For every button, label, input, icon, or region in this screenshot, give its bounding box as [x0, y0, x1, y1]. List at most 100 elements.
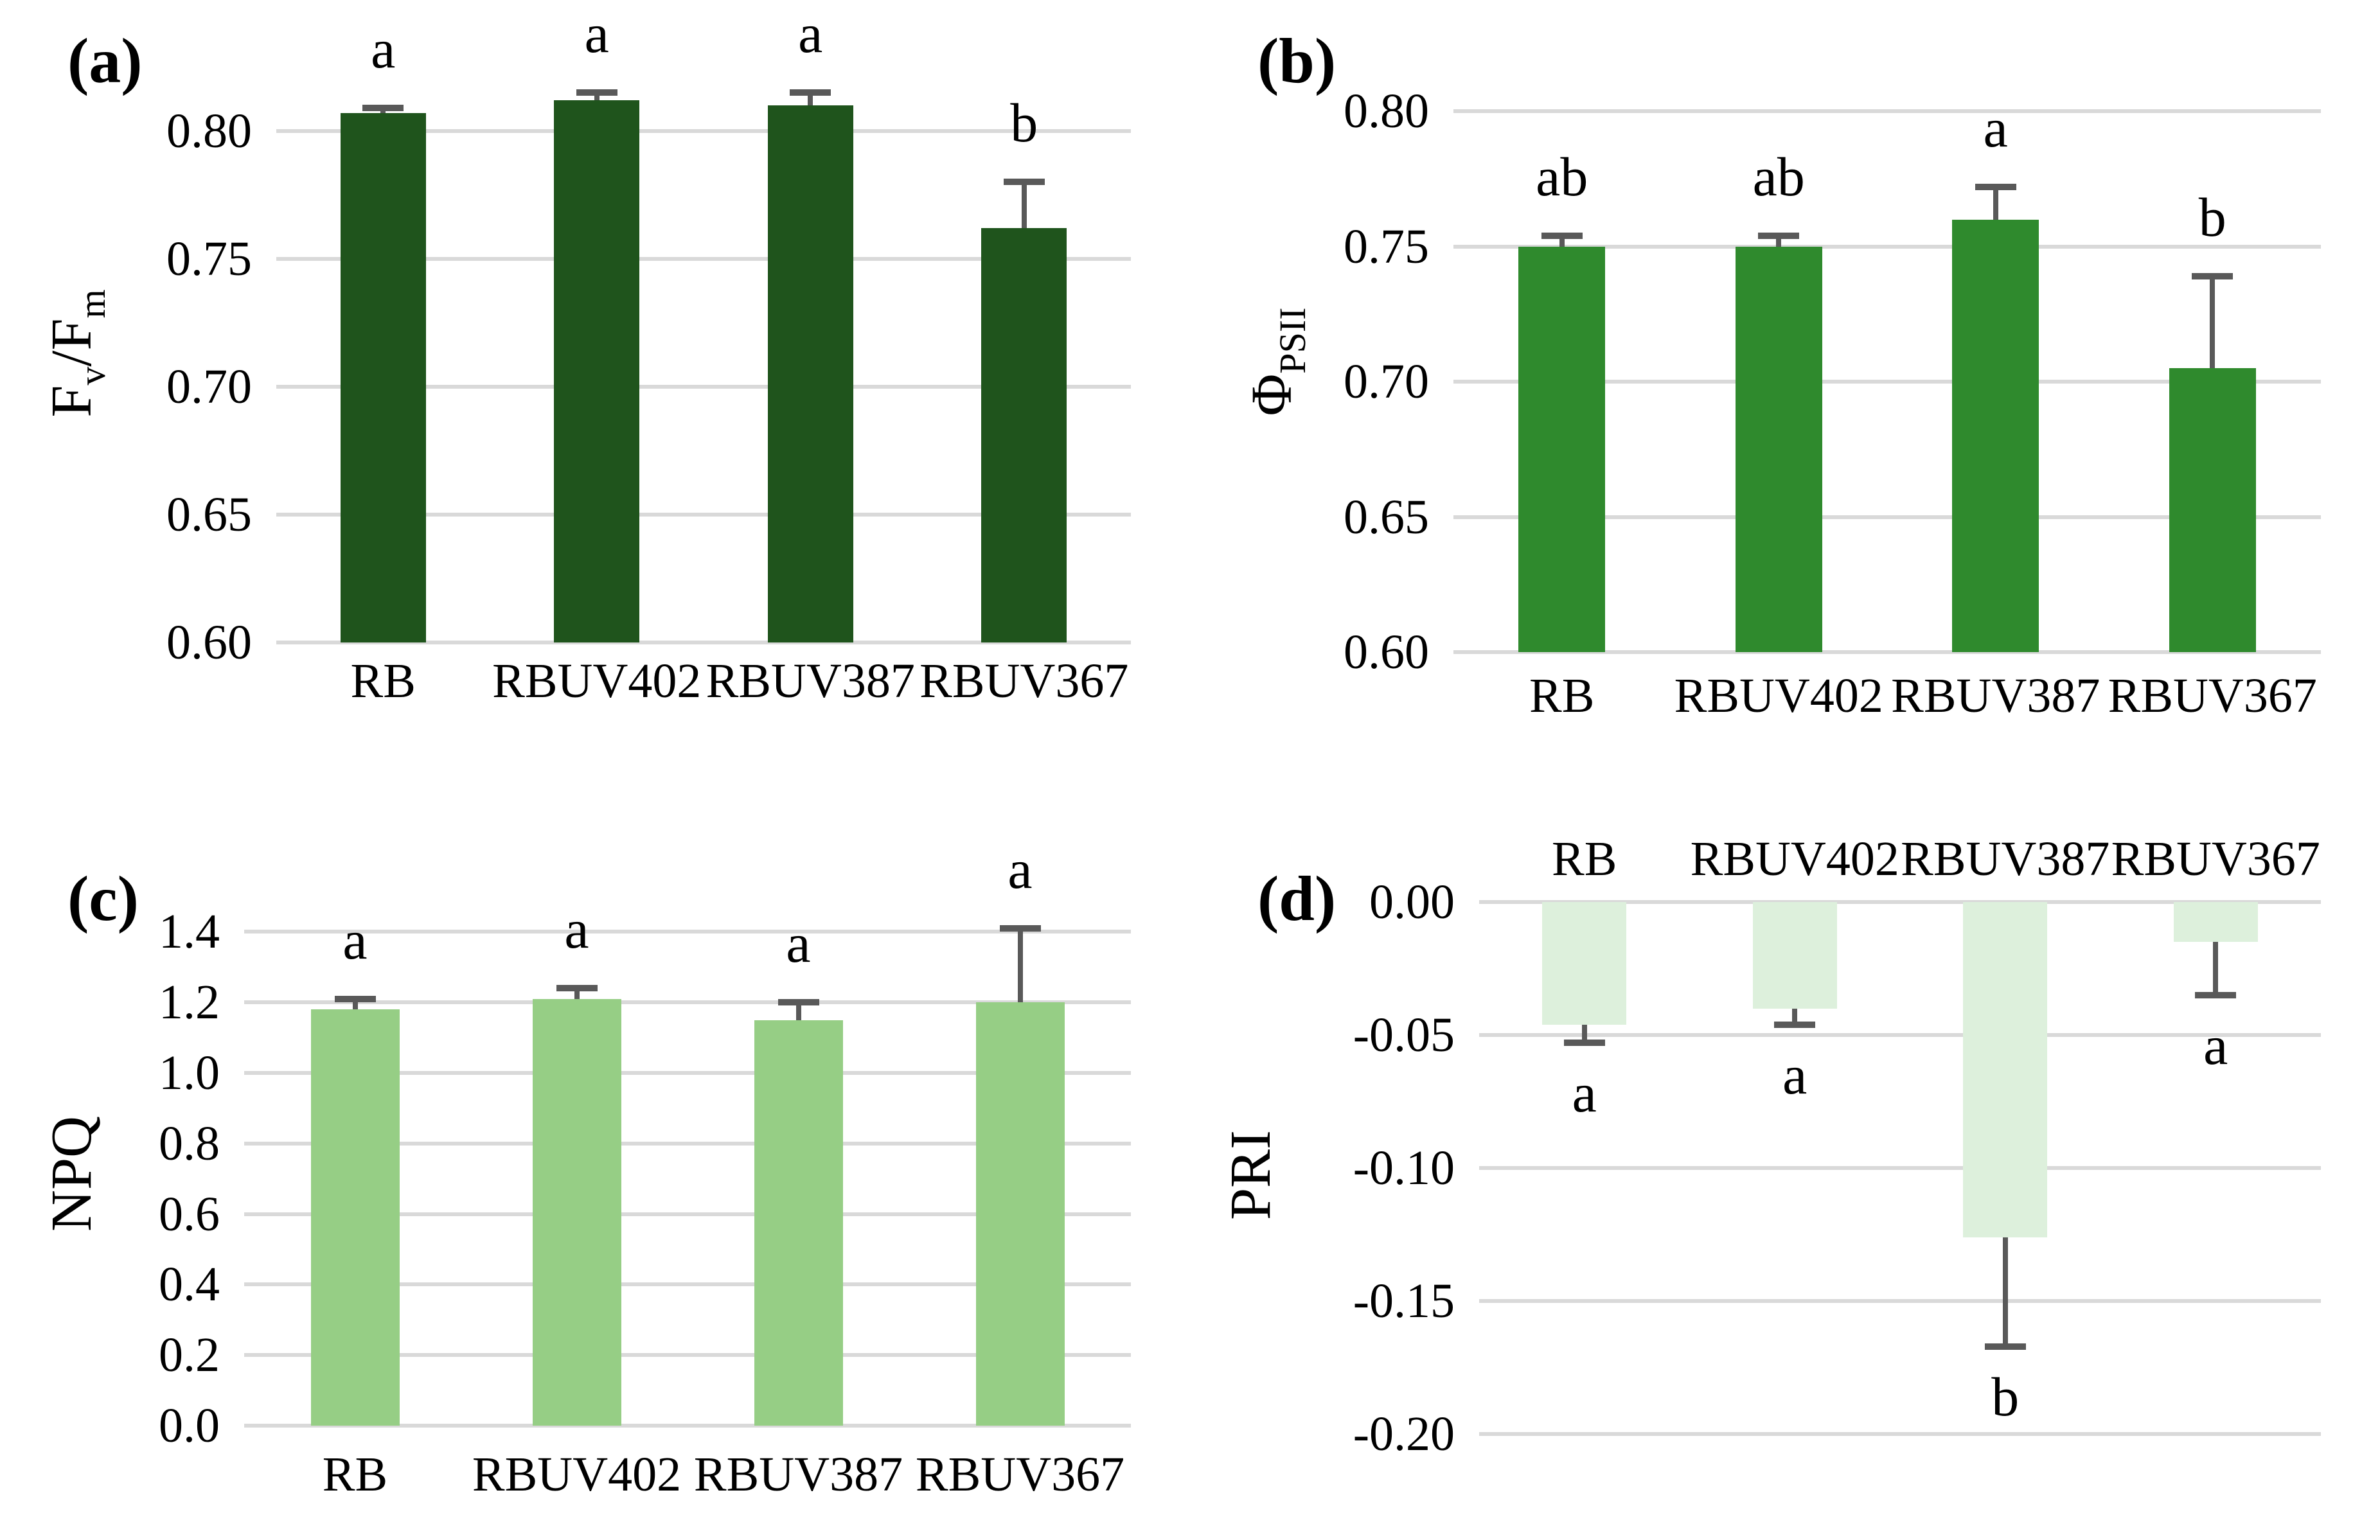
gridline: [1479, 1299, 2321, 1304]
bar-RBUV367: [2173, 902, 2258, 943]
significance-letter: ab: [1536, 145, 1588, 208]
error-bar-cap: [576, 89, 617, 96]
error-bar-line: [1021, 182, 1027, 228]
bar-RBUV367: [2169, 368, 2256, 652]
panel-c-letter: (c): [67, 863, 139, 934]
gridline: [244, 1353, 1131, 1358]
error-bar-line: [2002, 1237, 2008, 1347]
error-bar-cap: [1758, 232, 1800, 239]
gridline: [1479, 900, 2321, 904]
gridline: [276, 128, 1131, 133]
panel-a-plot-area: 0.80 0.75 0.70 0.65 0.60 a a a b RB RBUV402 RBUV387…: [0, 0, 1190, 770]
gridline: [1453, 515, 2321, 519]
significance-letter: a: [1008, 838, 1033, 900]
significance-letter: a: [1983, 97, 2008, 159]
y-axis-tick-label: 0.00: [1369, 875, 1455, 929]
significance-letter: a: [564, 898, 589, 960]
gridline: [244, 1000, 1131, 1005]
y-axis-tick-label: 0.0: [159, 1399, 220, 1453]
error-bar-cap: [556, 985, 598, 992]
y-axis-tick-label: -0.05: [1353, 1008, 1455, 1063]
bar-RBUV402: [554, 100, 640, 642]
y-axis-tick-label: 0.2: [159, 1328, 220, 1383]
error-bar-cap: [2195, 991, 2237, 998]
y-axis-tick-label: 0.70: [1344, 355, 1429, 409]
bar-RB: [1542, 902, 1627, 1025]
gridline: [1479, 1033, 2321, 1038]
x-axis-category-label: RBUV387: [693, 1447, 903, 1501]
x-axis-category-label: RBUV367: [2111, 832, 2320, 886]
x-axis-category-label: RB: [322, 1447, 388, 1501]
error-bar-cap: [1984, 1343, 2026, 1350]
significance-letter: b: [1991, 1365, 2020, 1428]
significance-letter: b: [2198, 186, 2226, 248]
error-bar-line: [1776, 235, 1782, 247]
x-axis-category-label: RBUV402: [1690, 832, 1899, 886]
x-axis-category-label: RBUV387: [706, 654, 915, 708]
y-axis-tick-label: 1.0: [159, 1046, 220, 1101]
gridline: [1453, 244, 2321, 249]
gridline: [276, 641, 1131, 644]
gridline: [244, 1212, 1131, 1216]
panel-a: (a) 0.80 0.75 0.70 0.65 0.60 a a a b RB RBUV402 RBU…: [0, 0, 1190, 770]
x-axis-category-label: RBUV367: [2108, 669, 2317, 723]
y-axis-tick-label: 0.4: [159, 1257, 220, 1312]
bar-RB: [1518, 246, 1606, 652]
panel-c-plot-area: 1.4 1.2 1.0 0.8 0.6 0.4 0.2 0.0 a a a a RB RBUV402 RBU…: [0, 770, 1190, 1540]
x-axis-category-label: RBUV402: [492, 654, 702, 708]
y-axis-title: PRI: [1216, 886, 1286, 1464]
y-axis-tick-label: 1.2: [159, 975, 220, 1030]
gridline: [244, 1282, 1131, 1287]
bar-RBUV367: [975, 1002, 1065, 1426]
panel-a-letter: (a): [67, 25, 143, 96]
y-axis-tick-label: -0.10: [1353, 1141, 1455, 1196]
x-axis-category-label: RBUV387: [1901, 832, 2110, 886]
y-axis-tick-label: 0.60: [166, 615, 252, 669]
panel-d-letter: (d): [1257, 863, 1337, 934]
y-axis-title-text: F: [40, 385, 103, 418]
panel-c: (c) 1.4 1.2 1.0 0.8 0.6 0.4 0.2 0.0 a a a a RB RBUV40…: [0, 770, 1190, 1540]
panel-b-letter: (b): [1257, 25, 1337, 96]
gridline: [1479, 1166, 2321, 1171]
y-axis-title-text: /F: [40, 318, 103, 367]
bar-RBUV367: [981, 227, 1067, 642]
error-bar-line: [594, 92, 599, 100]
error-bar-line: [352, 998, 358, 1010]
y-axis-title-text: PRI: [1219, 1129, 1283, 1220]
y-axis-tick-label: 0.70: [166, 359, 252, 414]
error-bar-cap: [1774, 1021, 1816, 1028]
gridline: [1453, 109, 2321, 114]
significance-letter: a: [786, 912, 811, 975]
y-axis-title-subscript: PSII: [1272, 307, 1313, 374]
error-bar-line: [1792, 1008, 1798, 1025]
gridline: [1453, 380, 2321, 384]
x-axis-category-label: RBUV367: [915, 1447, 1125, 1501]
error-bar-cap: [1003, 179, 1045, 186]
significance-letter: a: [1782, 1043, 1807, 1106]
panel-b-plot-area: 0.80 0.75 0.70 0.65 0.60 ab ab a b RB RBUV402 RBUV3…: [1190, 0, 2380, 770]
y-axis-title: Fv/Fm: [37, 64, 113, 642]
error-bar-line: [1559, 235, 1565, 247]
bar-RBUV402: [1752, 902, 1837, 1009]
y-axis-title: NPQ: [37, 885, 107, 1463]
significance-letter: a: [798, 2, 823, 64]
error-bar-line: [1993, 187, 1998, 220]
bar-RBUV387: [767, 105, 853, 642]
y-axis-tick-label: 0.80: [1344, 84, 1429, 139]
x-axis-category-label: RBUV387: [1891, 669, 2100, 723]
x-axis-category-label: RB: [1529, 669, 1595, 723]
error-bar-line: [808, 92, 813, 105]
y-axis-tick-label: 0.75: [1344, 219, 1429, 274]
y-axis-title-text: Φ: [1240, 373, 1304, 416]
bar-RBUV402: [1735, 246, 1822, 652]
significance-letter: a: [342, 908, 368, 971]
error-bar-line: [1581, 1024, 1587, 1043]
panel-d: (d) 0.00 -0.05 -0.10 -0.15 -0.20 a a b a RB RBUV40…: [1190, 770, 2380, 1540]
y-axis-tick-label: 1.4: [159, 905, 220, 959]
gridline: [244, 1071, 1131, 1075]
y-axis-title-subscript: m: [71, 289, 113, 319]
x-axis-category-label: RBUV402: [1674, 669, 1883, 723]
x-axis-category-label: RBUV402: [472, 1447, 682, 1501]
y-axis-tick-label: 0.6: [159, 1187, 220, 1241]
x-axis-category-label: RB: [1552, 832, 1617, 886]
